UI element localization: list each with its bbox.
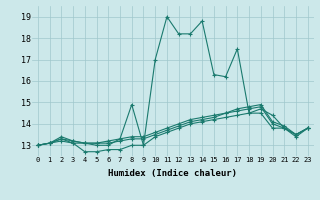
X-axis label: Humidex (Indice chaleur): Humidex (Indice chaleur) — [108, 169, 237, 178]
